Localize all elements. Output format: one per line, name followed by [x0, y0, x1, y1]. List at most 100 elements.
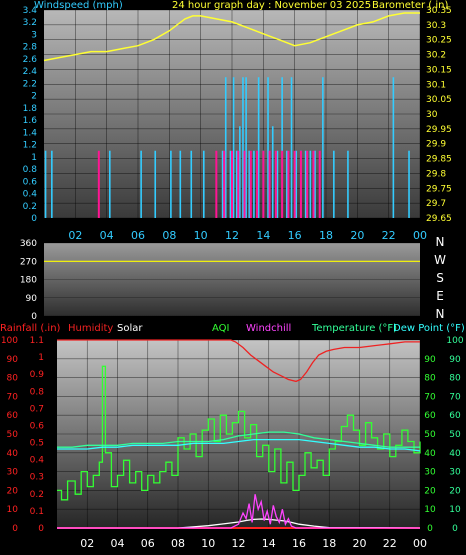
temp-tick-label: 40 — [449, 449, 461, 459]
rain-tick-label: 0.7 — [30, 404, 44, 414]
x-tick-label: 12 — [232, 537, 246, 550]
x-tick-label: 20 — [353, 537, 367, 550]
x-tick-label: 04 — [100, 229, 114, 242]
temp-tick-label: 80 — [449, 374, 461, 384]
legend-rainfall: Rainfall (.in) — [0, 323, 61, 334]
x-tick-label: 10 — [194, 229, 208, 242]
left-axis-ticks: 360 270 180 90 0 — [20, 239, 37, 322]
rain-tick-label: 0.6 — [30, 421, 45, 431]
x-tick-label: 08 — [162, 229, 176, 242]
temp-tick-label: 60 — [449, 411, 461, 421]
aqi-tick-label: 20 — [424, 486, 436, 496]
temp-tick-label: 50 — [449, 430, 461, 440]
series-layer — [57, 339, 421, 529]
temp-tick-label: 100 — [446, 336, 463, 346]
compass-label: E — [436, 289, 444, 303]
humidity-tick-label: 40 — [7, 449, 19, 459]
barometer-line — [43, 12, 420, 62]
right-tick-label: 30.05 — [426, 95, 452, 105]
humidity-tick-label: 60 — [7, 411, 19, 421]
x-tick-label: 08 — [171, 537, 185, 550]
left-tick-label: 1.6 — [23, 116, 38, 126]
left-tick-label: 0.8 — [23, 165, 38, 175]
x-tick-label: 00 — [413, 537, 427, 550]
right-tick-label: 30.35 — [426, 6, 452, 16]
legend-humidity: Humidity — [68, 323, 113, 334]
right-tick-label: 30.3 — [426, 21, 446, 31]
dewpoint-line — [57, 438, 421, 452]
left-tick-label: 1 — [31, 153, 37, 163]
temp-tick-label: 0 — [452, 524, 458, 534]
temp-tick-label: 30 — [449, 468, 461, 478]
humidity-tick-label: 30 — [7, 468, 19, 478]
x-tick-label: 06 — [131, 229, 145, 242]
aqi-line — [57, 365, 421, 501]
left-tick-label: 0.6 — [23, 177, 38, 187]
humidity-tick-label: 0 — [12, 524, 18, 534]
rain-tick-label: 0.5 — [30, 439, 44, 449]
temp-tick-label: 20 — [449, 486, 461, 496]
x-tick-label: 14 — [262, 537, 276, 550]
aqi-tick-label: 40 — [424, 449, 436, 459]
rain-tick-label: 0.4 — [30, 456, 45, 466]
right-tick-label: 30.25 — [426, 36, 452, 46]
left-axis-ticks: 3.4 3.2 3 2.8 2.6 2.4 2.2 2 1.8 1.6 1.4 1.2 1 0.8 0.6 0… — [23, 6, 38, 224]
compass-label: N — [436, 307, 445, 321]
temperature-line — [57, 431, 420, 448]
wind-barometer-panel: 3.4 3.2 3 2.8 2.6 2.4 2.2 2 1.8 1.6 1.4 1.2 1 0.8 0.6 0… — [23, 0, 452, 242]
right-tick-label: 30.1 — [426, 80, 446, 90]
humidity-tick-label: 10 — [7, 505, 19, 515]
aqi-tick-label: 60 — [424, 411, 436, 421]
right-axis-ticks: 30.35 30.3 30.25 30.2 30.15 30.1 30.05 30 29.95 2… — [426, 6, 452, 224]
rain-tick-label: 0.8 — [30, 387, 45, 397]
temp-tick-label: 90 — [449, 355, 461, 365]
windchill-line — [57, 494, 420, 529]
x-tick-label: 18 — [319, 229, 333, 242]
x-tick-label: 12 — [225, 229, 239, 242]
x-tick-label: 02 — [80, 537, 94, 550]
humidity-tick-label: 80 — [7, 374, 19, 384]
legend: Rainfall (.in) Humidity Solar AQI Windch… — [0, 323, 465, 334]
left-axis-ticks: 10090807060504030201001.110.90.80.70.60.… — [1, 336, 44, 534]
compass-label: S — [436, 271, 444, 285]
left-tick-label: 1.8 — [23, 104, 38, 114]
left-tick-label: 2.8 — [23, 43, 38, 53]
left-tick-label: 360 — [20, 239, 37, 249]
humidity-tick-label: 20 — [7, 486, 19, 496]
rain-tick-label: 1 — [38, 353, 44, 363]
temp-tick-label: 70 — [449, 392, 461, 402]
x-axis-ticks: 02 04 06 08 10 12 14 16 18 20 22 00 — [80, 537, 427, 550]
left-tick-label: 0.4 — [23, 190, 38, 200]
rain-tick-label: 0.9 — [30, 370, 45, 380]
x-tick-label: 00 — [413, 229, 427, 242]
left-tick-label: 1.4 — [23, 128, 38, 138]
x-tick-label: 10 — [201, 537, 215, 550]
aqi-tick-label: 0 — [427, 524, 433, 534]
legend-dewpoint: Dew Point (°F) — [393, 323, 465, 334]
left-tick-label: 2 — [31, 92, 37, 102]
left-tick-label: 2.2 — [23, 79, 37, 89]
chart-title: 24 hour graph day : November 03 2025 — [172, 0, 371, 11]
right-tick-label: 29.95 — [426, 125, 452, 135]
x-tick-label: 22 — [383, 537, 397, 550]
rain-tick-label: 0 — [38, 524, 44, 534]
right-tick-label: 29.75 — [426, 184, 452, 194]
x-tick-label: 04 — [111, 537, 125, 550]
right-tick-label: 29.8 — [426, 169, 446, 179]
legend-windchill: Windchill — [246, 323, 291, 334]
legend-solar: Solar — [117, 323, 143, 334]
left-tick-label: 2.4 — [23, 67, 38, 77]
rain-tick-label: 1.1 — [30, 336, 44, 346]
x-tick-label: 02 — [68, 229, 82, 242]
left-tick-label: 3 — [31, 30, 37, 40]
left-tick-label: 0.2 — [23, 202, 37, 212]
left-tick-label: 1.2 — [23, 141, 37, 151]
x-tick-label: 14 — [256, 229, 270, 242]
humidity-tick-label: 70 — [7, 392, 19, 402]
humidity-tick-label: 100 — [1, 336, 18, 346]
right-tick-label: 30 — [426, 110, 438, 120]
rain-tick-label: 0.2 — [30, 490, 44, 500]
